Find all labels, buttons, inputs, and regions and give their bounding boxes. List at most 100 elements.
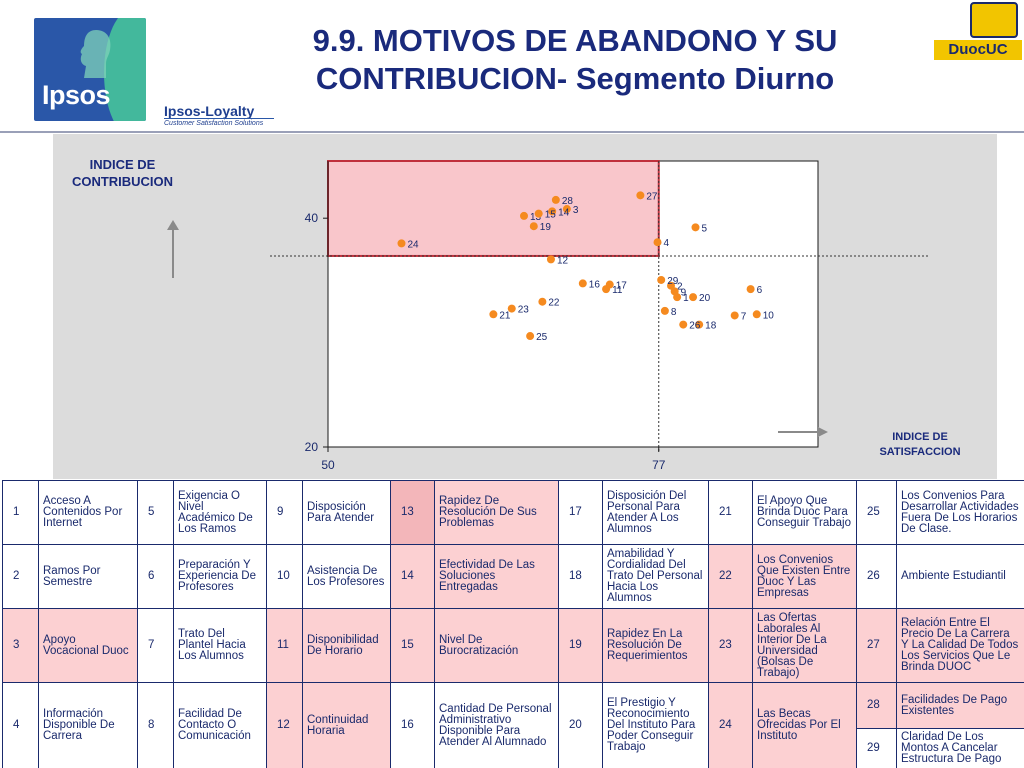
y-tick-label: 20 bbox=[305, 440, 319, 454]
data-point-label: 3 bbox=[573, 205, 579, 216]
data-point bbox=[670, 287, 679, 296]
legend-item-text: Trato Del Plantel Hacia Los Alumnos bbox=[173, 608, 267, 683]
data-point-label: 19 bbox=[540, 222, 552, 233]
data-point-label: 1 bbox=[683, 293, 689, 304]
legend-item-number: 20 bbox=[558, 682, 603, 768]
data-point bbox=[551, 195, 560, 204]
legend-item-number: 12 bbox=[266, 682, 303, 768]
data-point bbox=[746, 285, 755, 294]
legend-row: 3 Apoyo Vocacional Duoc 7 Trato Del Plantel… bbox=[2, 608, 1024, 683]
data-point bbox=[679, 320, 688, 329]
brand-tagline: Customer Satisfaction Solutions bbox=[164, 118, 274, 127]
legend-item-text: Nivel De Burocratización bbox=[434, 608, 559, 683]
legend-item-text: Ramos Por Semestre bbox=[38, 544, 138, 609]
x-tick-label: 77 bbox=[652, 458, 666, 472]
legend-item-number: 25 bbox=[856, 480, 897, 545]
y-axis-title: INDICE DE CONTRIBUCION bbox=[71, 157, 174, 189]
data-point-label: 24 bbox=[408, 239, 420, 250]
data-point bbox=[660, 306, 669, 315]
data-point bbox=[691, 223, 700, 232]
data-point bbox=[667, 281, 675, 290]
data-point-label: 4 bbox=[664, 238, 670, 249]
legend-item-number: 21 bbox=[708, 480, 753, 545]
title-line-1: 9.9. MOTIVOS DE ABANDONO Y SU bbox=[312, 23, 838, 58]
legend-item-number: 18 bbox=[558, 544, 603, 609]
data-point-label: 20 bbox=[699, 293, 711, 304]
ipsos-logo: Ipsos bbox=[34, 18, 146, 121]
data-point-label: 9 bbox=[681, 287, 687, 298]
legend-item-number: 14 bbox=[390, 544, 435, 609]
legend-item-text: Claridad De Los Montos A Cancelar Estruc… bbox=[896, 728, 1024, 768]
legend-item-text: Rapidez En La Resolución De Requerimient… bbox=[602, 608, 709, 683]
data-point bbox=[507, 304, 516, 313]
legend-item-number: 26 bbox=[856, 544, 897, 609]
legend-item-text: Cantidad De Personal Administrativo Disp… bbox=[434, 682, 559, 768]
legend-item-number: 23 bbox=[708, 608, 753, 683]
data-point-label: 2 bbox=[677, 282, 683, 293]
legend-item-number: 27 bbox=[856, 608, 897, 683]
data-point bbox=[689, 293, 698, 302]
data-point-label: 17 bbox=[616, 281, 628, 292]
legend-item-number: 16 bbox=[390, 682, 435, 768]
data-point-label: 21 bbox=[499, 310, 511, 321]
y-tick-label: 40 bbox=[305, 211, 319, 225]
data-point-label: 27 bbox=[646, 191, 658, 202]
legend-row: 2 Ramos Por Semestre 6 Preparación Y Experi… bbox=[2, 544, 1024, 609]
legend-item-text: Disponibilidad De Horario bbox=[302, 608, 391, 683]
logo-head-icon bbox=[80, 30, 111, 78]
legend-item-number: 10 bbox=[266, 544, 303, 609]
data-point bbox=[730, 311, 739, 320]
y-arrow-head bbox=[167, 220, 179, 230]
data-point bbox=[578, 279, 587, 288]
data-point bbox=[548, 207, 557, 216]
legend-item-text: Disposición Del Personal Para Atender A … bbox=[602, 480, 709, 545]
data-point-label: 13 bbox=[530, 212, 542, 223]
data-point bbox=[605, 280, 614, 289]
data-point-label: 23 bbox=[518, 305, 530, 316]
data-point bbox=[546, 255, 555, 264]
data-point-label: 18 bbox=[705, 321, 717, 332]
data-point bbox=[534, 209, 543, 218]
duoc-crest-icon bbox=[970, 2, 1018, 38]
legend-item-text: El Prestigio Y Reconocimiento Del Instit… bbox=[602, 682, 709, 768]
data-point bbox=[520, 211, 528, 220]
data-point-label: 15 bbox=[545, 210, 557, 221]
data-point bbox=[529, 222, 538, 231]
data-point-label: 12 bbox=[557, 255, 569, 266]
legend-item-text: Disposición Para Atender bbox=[302, 480, 391, 545]
data-point-label: 25 bbox=[536, 332, 548, 343]
legend-item-number: 13 bbox=[390, 480, 435, 545]
x-arrow-head bbox=[818, 427, 828, 437]
legend-item-number: 22 bbox=[708, 544, 753, 609]
duoc-word: DuocUC bbox=[934, 40, 1022, 60]
data-point bbox=[489, 310, 498, 319]
legend-item-text: Rapidez De Resolución De Sus Problemas bbox=[434, 480, 559, 545]
legend-item-number: 2 bbox=[2, 544, 39, 609]
data-point-label: 22 bbox=[548, 298, 560, 309]
data-point-label: 5 bbox=[702, 223, 708, 234]
legend-item-text: El Apoyo Que Brinda Duoc Para Conseguir … bbox=[752, 480, 857, 545]
data-point bbox=[538, 297, 547, 306]
legend-item-text: Los Convenios Que Existen Entre Duoc Y L… bbox=[752, 544, 857, 609]
data-point bbox=[526, 332, 535, 341]
data-point bbox=[695, 320, 704, 329]
legend-item-number: 5 bbox=[137, 480, 174, 545]
logo-swoosh-shape bbox=[104, 18, 146, 121]
legend-item-text: Las Ofertas Laborales Al Interior De La … bbox=[752, 608, 857, 683]
legend-item-number: 9 bbox=[266, 480, 303, 545]
legend-item-text: Apoyo Vocacional Duoc bbox=[38, 608, 138, 683]
legend-item-number: 28 bbox=[856, 682, 897, 729]
legend-item-number: 24 bbox=[708, 682, 753, 768]
legend-item-text: Asistencia De Los Profesores bbox=[302, 544, 391, 609]
legend-item-number: 8 bbox=[137, 682, 174, 768]
data-point bbox=[397, 239, 406, 248]
legend-item-text: Relación Entre El Precio De La Carrera Y… bbox=[896, 608, 1024, 683]
legend-item-number: 7 bbox=[137, 608, 174, 683]
duoc-logo: DuocUC bbox=[932, 2, 1024, 60]
data-point bbox=[636, 191, 645, 200]
data-point-label: 10 bbox=[763, 310, 775, 321]
legend-item-number: 3 bbox=[2, 608, 39, 683]
legend-item-number: 6 bbox=[137, 544, 174, 609]
data-point-label: 14 bbox=[558, 207, 570, 218]
